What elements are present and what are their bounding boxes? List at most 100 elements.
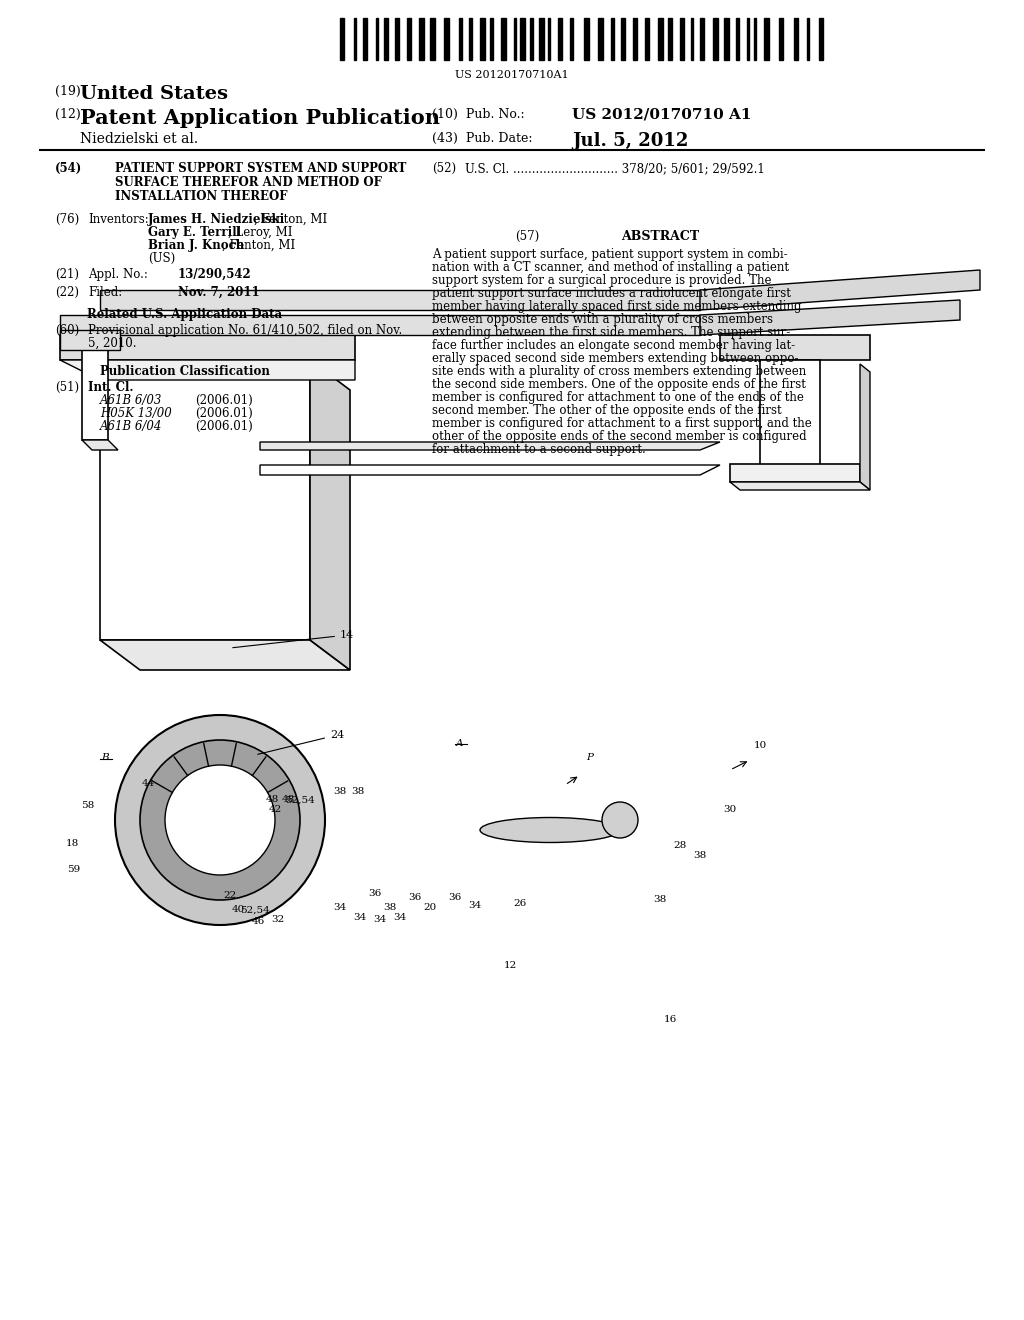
Bar bbox=[680, 18, 684, 59]
Bar bbox=[691, 18, 693, 59]
Text: 32: 32 bbox=[271, 916, 285, 924]
Bar bbox=[736, 18, 739, 59]
Bar bbox=[819, 18, 823, 59]
Bar bbox=[520, 18, 525, 59]
Text: (54): (54) bbox=[55, 162, 82, 176]
Text: (21): (21) bbox=[55, 268, 79, 281]
Text: 44: 44 bbox=[141, 779, 155, 788]
Text: 34: 34 bbox=[334, 903, 347, 912]
Polygon shape bbox=[260, 465, 720, 475]
Bar bbox=[539, 18, 544, 59]
Bar bbox=[570, 18, 573, 59]
Text: patient support surface includes a radiolucent elongate first: patient support surface includes a radio… bbox=[432, 286, 791, 300]
Text: 42: 42 bbox=[268, 805, 282, 814]
Bar bbox=[514, 18, 516, 59]
Text: (52): (52) bbox=[432, 162, 456, 176]
Polygon shape bbox=[60, 330, 120, 350]
Polygon shape bbox=[700, 300, 961, 335]
Text: 34: 34 bbox=[353, 913, 367, 923]
Bar bbox=[480, 18, 485, 59]
Text: for attachment to a second support.: for attachment to a second support. bbox=[432, 444, 646, 455]
Text: site ends with a plurality of cross members extending between: site ends with a plurality of cross memb… bbox=[432, 366, 806, 378]
Bar bbox=[754, 18, 756, 59]
Polygon shape bbox=[60, 360, 355, 380]
Text: A61B 6/04: A61B 6/04 bbox=[100, 420, 163, 433]
Text: the second side members. One of the opposite ends of the first: the second side members. One of the oppo… bbox=[432, 378, 806, 391]
Polygon shape bbox=[60, 315, 700, 335]
Polygon shape bbox=[100, 640, 350, 671]
Text: Int. Cl.: Int. Cl. bbox=[88, 381, 133, 393]
Text: 14: 14 bbox=[232, 630, 354, 648]
Text: 12: 12 bbox=[504, 961, 517, 969]
Circle shape bbox=[115, 715, 325, 925]
Text: 22: 22 bbox=[223, 891, 237, 899]
Text: extending between the first side members. The support sur-: extending between the first side members… bbox=[432, 326, 791, 339]
Text: Filed:: Filed: bbox=[88, 286, 122, 300]
Text: 34: 34 bbox=[393, 913, 407, 923]
Text: 30: 30 bbox=[723, 805, 736, 814]
Text: Patent Application Publication: Patent Application Publication bbox=[80, 108, 440, 128]
Text: nation with a CT scanner, and method of installing a patient: nation with a CT scanner, and method of … bbox=[432, 261, 790, 275]
Text: SURFACE THEREFOR AND METHOD OF: SURFACE THEREFOR AND METHOD OF bbox=[115, 176, 382, 189]
Text: 36: 36 bbox=[409, 894, 422, 903]
Text: 38: 38 bbox=[351, 788, 365, 796]
Text: (2006.01): (2006.01) bbox=[195, 393, 253, 407]
Bar bbox=[459, 18, 462, 59]
Text: H05K 13/00: H05K 13/00 bbox=[100, 407, 172, 420]
Bar bbox=[407, 18, 411, 59]
Bar bbox=[779, 18, 783, 59]
Text: (US): (US) bbox=[148, 252, 175, 265]
Text: 40: 40 bbox=[231, 906, 245, 915]
Text: , Fenton, MI: , Fenton, MI bbox=[222, 239, 296, 252]
Text: (43)  Pub. Date:: (43) Pub. Date: bbox=[432, 132, 532, 145]
Text: US 2012/0170710 A1: US 2012/0170710 A1 bbox=[572, 108, 752, 121]
Text: erally spaced second side members extending between oppo-: erally spaced second side members extend… bbox=[432, 352, 799, 366]
Polygon shape bbox=[82, 350, 108, 440]
Text: 26: 26 bbox=[513, 899, 526, 908]
Text: 38: 38 bbox=[693, 850, 707, 859]
Bar bbox=[764, 18, 769, 59]
Bar bbox=[724, 18, 729, 59]
Text: (10)  Pub. No.:: (10) Pub. No.: bbox=[432, 108, 524, 121]
Text: James H. Niedzielski: James H. Niedzielski bbox=[148, 213, 286, 226]
Text: other of the opposite ends of the second member is configured: other of the opposite ends of the second… bbox=[432, 430, 807, 444]
Text: Inventors:: Inventors: bbox=[88, 213, 148, 226]
Bar bbox=[340, 18, 344, 59]
Text: (51): (51) bbox=[55, 381, 79, 393]
Bar bbox=[746, 18, 749, 59]
Text: (76): (76) bbox=[55, 213, 79, 226]
Text: (19): (19) bbox=[55, 84, 81, 98]
Text: between opposite ends with a plurality of cross members: between opposite ends with a plurality o… bbox=[432, 313, 773, 326]
Text: face further includes an elongate second member having lat-: face further includes an elongate second… bbox=[432, 339, 795, 352]
Text: 38: 38 bbox=[383, 903, 396, 912]
Text: 36: 36 bbox=[449, 894, 462, 903]
Text: Nov. 7, 2011: Nov. 7, 2011 bbox=[178, 286, 260, 300]
Polygon shape bbox=[700, 271, 980, 310]
Bar bbox=[362, 18, 367, 59]
Text: US 20120170710A1: US 20120170710A1 bbox=[456, 70, 568, 81]
Text: 38: 38 bbox=[653, 895, 667, 904]
Polygon shape bbox=[760, 360, 820, 465]
Bar bbox=[645, 18, 649, 59]
Text: Gary E. Terrill: Gary E. Terrill bbox=[148, 226, 241, 239]
Bar bbox=[384, 18, 388, 59]
Polygon shape bbox=[82, 440, 118, 450]
Polygon shape bbox=[60, 335, 355, 360]
Text: A61B 6/03: A61B 6/03 bbox=[100, 393, 163, 407]
Text: B: B bbox=[101, 754, 109, 763]
Text: A patient support surface, patient support system in combi-: A patient support surface, patient suppo… bbox=[432, 248, 787, 261]
Bar bbox=[611, 18, 614, 59]
Text: Niedzielski et al.: Niedzielski et al. bbox=[80, 132, 198, 147]
Bar bbox=[354, 18, 356, 59]
Text: 48: 48 bbox=[282, 796, 295, 804]
Bar bbox=[807, 18, 809, 59]
Text: (2006.01): (2006.01) bbox=[195, 420, 253, 433]
Text: Brian J. Knoch: Brian J. Knoch bbox=[148, 239, 245, 252]
Text: 5, 2010.: 5, 2010. bbox=[88, 337, 136, 350]
Text: second member. The other of the opposite ends of the first: second member. The other of the opposite… bbox=[432, 404, 781, 417]
Bar bbox=[633, 18, 637, 59]
Text: 59: 59 bbox=[68, 866, 81, 874]
Bar bbox=[668, 18, 672, 59]
Text: 38: 38 bbox=[334, 788, 347, 796]
Polygon shape bbox=[730, 482, 870, 490]
